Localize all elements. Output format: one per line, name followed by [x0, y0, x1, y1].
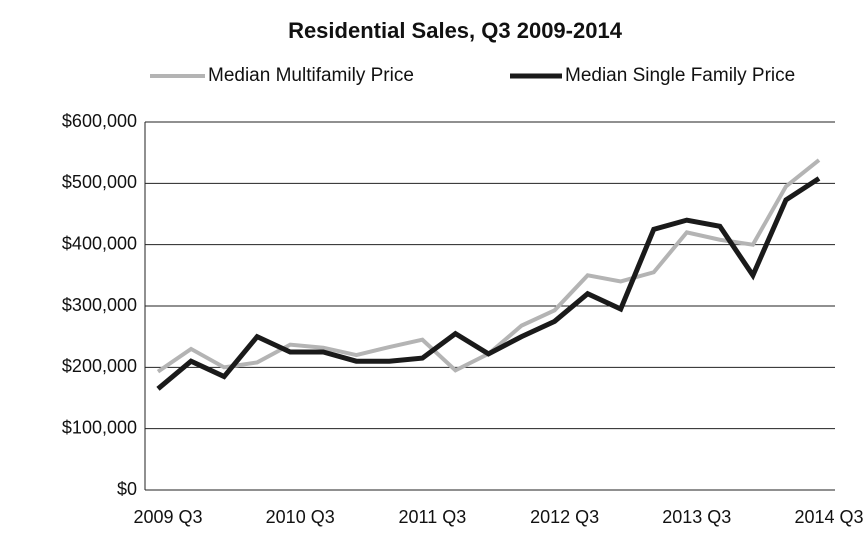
chart-title: Residential Sales, Q3 2009-2014: [288, 18, 623, 43]
x-tick-label: 2012 Q3: [530, 507, 599, 527]
x-tick-label: 2011 Q3: [399, 507, 467, 527]
series-line: [156, 176, 821, 391]
y-tick-label: $100,000: [62, 417, 137, 437]
y-tick-label: $500,000: [62, 172, 137, 192]
x-tick-label: 2009 Q3: [133, 507, 202, 527]
y-tick-label: $200,000: [62, 356, 137, 376]
x-tick-label: 2010 Q3: [266, 507, 335, 527]
legend-label: Median Multifamily Price: [208, 65, 414, 86]
x-tick-label: 2014 Q3: [794, 507, 863, 527]
y-tick-label: $600,000: [62, 111, 137, 131]
x-tick-label: 2013 Q3: [662, 507, 731, 527]
legend-label: Median Single Family Price: [565, 65, 795, 86]
y-tick-label: $300,000: [62, 295, 137, 315]
y-tick-label: $0: [117, 479, 137, 499]
y-tick-label: $400,000: [62, 233, 137, 253]
